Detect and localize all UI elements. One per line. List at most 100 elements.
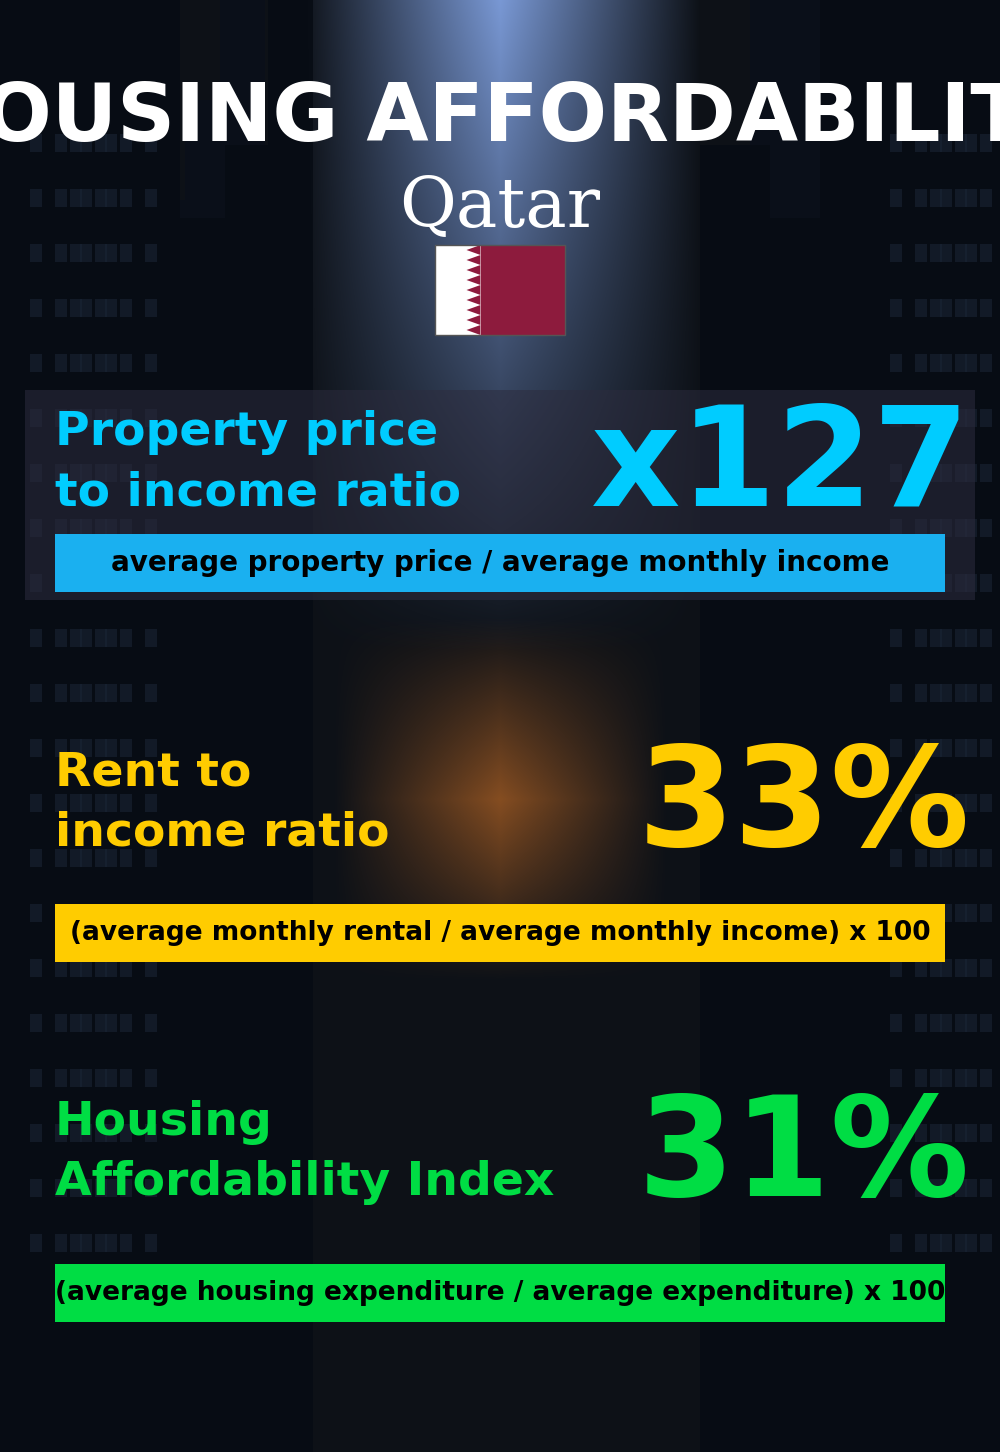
Bar — [120, 794, 132, 812]
Bar — [30, 134, 42, 152]
Bar — [120, 1234, 132, 1252]
Bar — [105, 794, 117, 812]
Bar — [220, 0, 265, 1452]
Bar — [890, 905, 902, 922]
Bar — [105, 244, 117, 261]
Bar — [80, 1013, 92, 1032]
Bar — [95, 629, 107, 648]
Bar — [145, 1013, 157, 1032]
Bar — [225, 145, 280, 1452]
Bar — [980, 134, 992, 152]
Bar — [145, 794, 157, 812]
Bar — [890, 134, 902, 152]
Bar — [980, 518, 992, 537]
Bar — [965, 244, 977, 261]
Bar — [915, 849, 927, 867]
Bar — [80, 465, 92, 482]
Bar — [915, 465, 927, 482]
Bar — [105, 1234, 117, 1252]
Bar — [55, 1013, 67, 1032]
Bar — [120, 189, 132, 208]
Bar — [80, 794, 92, 812]
Bar — [70, 134, 82, 152]
Text: (average housing expenditure / average expenditure) x 100: (average housing expenditure / average e… — [55, 1281, 945, 1305]
Bar — [30, 518, 42, 537]
Bar — [30, 1124, 42, 1143]
Bar — [0, 0, 120, 1452]
Bar — [955, 574, 967, 592]
Bar — [915, 1013, 927, 1032]
Bar — [105, 409, 117, 427]
Bar — [120, 739, 132, 756]
Bar — [930, 739, 942, 756]
Bar — [105, 1069, 117, 1088]
Polygon shape — [466, 285, 480, 295]
Bar — [70, 684, 82, 701]
Bar — [955, 684, 967, 701]
Bar — [30, 629, 42, 648]
Bar — [930, 518, 942, 537]
Bar — [930, 1234, 942, 1252]
Bar — [105, 739, 117, 756]
Bar — [80, 849, 92, 867]
Bar — [70, 1234, 82, 1252]
Text: Housing: Housing — [55, 1101, 273, 1146]
Bar — [965, 905, 977, 922]
Bar — [55, 1265, 945, 1321]
Bar — [120, 574, 132, 592]
Bar — [955, 1013, 967, 1032]
Bar — [915, 684, 927, 701]
Bar — [105, 1013, 117, 1032]
Bar — [55, 1234, 67, 1252]
Bar — [80, 244, 92, 261]
Bar — [980, 1124, 992, 1143]
Bar — [70, 629, 82, 648]
Bar — [940, 849, 952, 867]
Bar — [955, 1069, 967, 1088]
Bar — [940, 629, 952, 648]
Bar — [965, 1124, 977, 1143]
Bar — [80, 1069, 92, 1088]
Bar — [70, 739, 82, 756]
Bar — [930, 354, 942, 372]
Bar — [70, 1069, 82, 1088]
Bar — [980, 244, 992, 261]
Bar — [100, 0, 180, 1452]
Bar — [95, 1069, 107, 1088]
Text: x127: x127 — [591, 399, 970, 534]
Bar — [145, 1179, 157, 1196]
Bar — [890, 574, 902, 592]
Bar — [30, 849, 42, 867]
Bar — [965, 465, 977, 482]
Bar — [965, 1234, 977, 1252]
Bar — [55, 354, 67, 372]
Bar — [30, 574, 42, 592]
Bar — [105, 1179, 117, 1196]
Polygon shape — [466, 274, 480, 285]
Bar — [940, 354, 952, 372]
Bar — [0, 0, 60, 1452]
Bar — [930, 189, 942, 208]
Bar — [890, 1124, 902, 1143]
Text: Affordability Index: Affordability Index — [55, 1160, 554, 1205]
Bar — [55, 134, 67, 152]
Bar — [120, 1069, 132, 1088]
Bar — [55, 574, 67, 592]
Bar — [915, 409, 927, 427]
Bar — [80, 299, 92, 317]
Bar — [25, 391, 975, 600]
Bar — [435, 245, 565, 335]
Bar — [95, 465, 107, 482]
Bar — [55, 1069, 67, 1088]
Bar — [80, 739, 92, 756]
Bar — [915, 244, 927, 261]
Bar — [915, 629, 927, 648]
Bar — [70, 1013, 82, 1032]
Bar — [95, 1124, 107, 1143]
Bar — [940, 299, 952, 317]
Bar — [955, 409, 967, 427]
Bar — [980, 849, 992, 867]
Bar — [95, 849, 107, 867]
Bar — [940, 465, 952, 482]
Bar — [890, 629, 902, 648]
